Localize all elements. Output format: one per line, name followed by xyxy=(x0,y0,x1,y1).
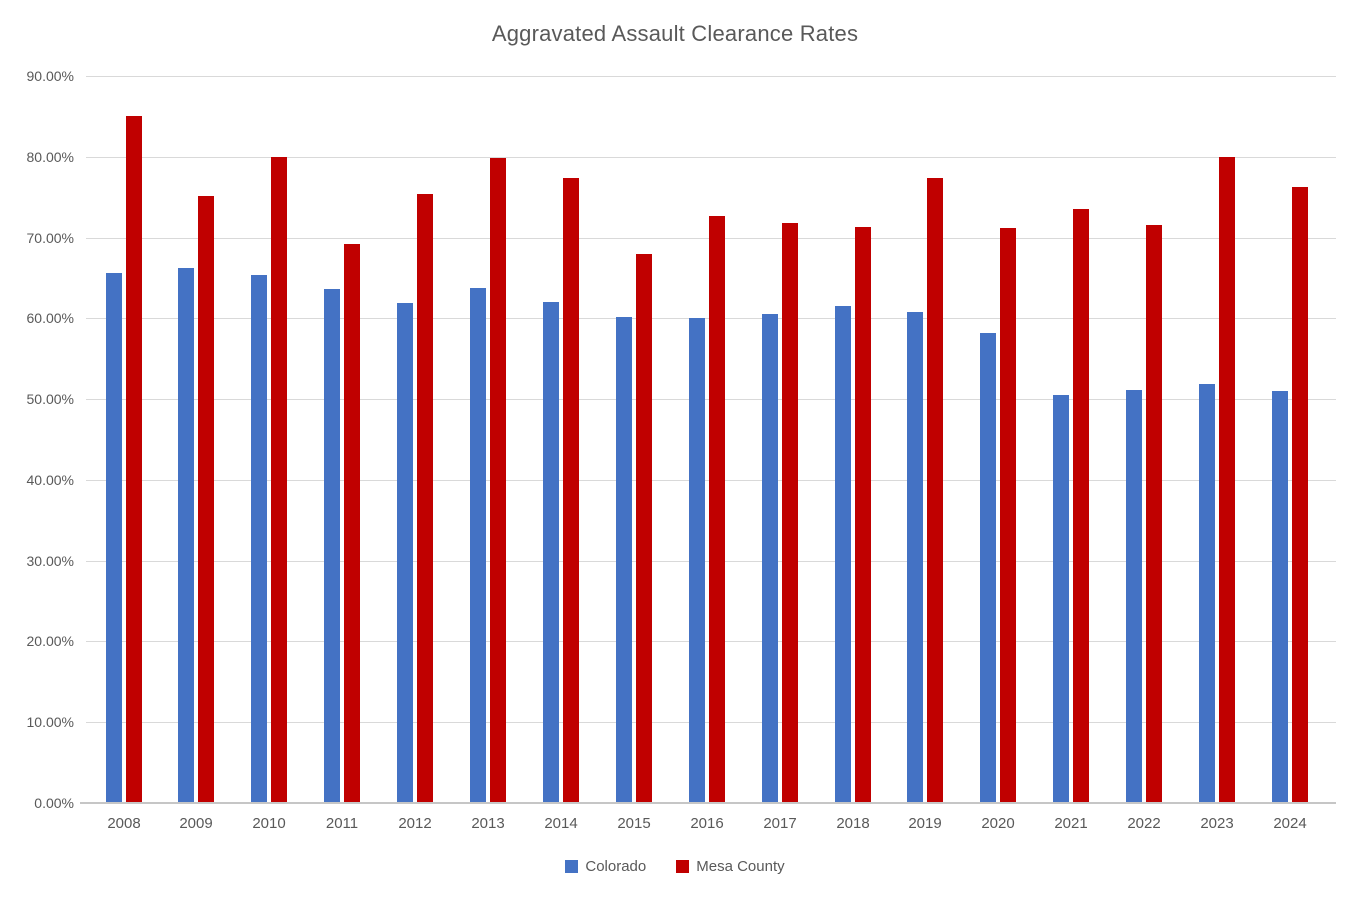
bar-mesa-county-2023 xyxy=(1219,157,1235,803)
bar-colorado-2023 xyxy=(1199,384,1215,803)
x-tick-label-2014: 2014 xyxy=(544,815,578,832)
bar-colorado-2016 xyxy=(689,318,705,803)
bar-mesa-county-2020 xyxy=(1000,228,1016,803)
legend-swatch-colorado xyxy=(565,860,579,873)
bar-mesa-county-2022 xyxy=(1146,225,1162,803)
x-tick-label-2018: 2018 xyxy=(836,815,870,832)
bar-mesa-county-2024 xyxy=(1292,187,1308,803)
y-tick-label: 60.00% xyxy=(26,310,74,326)
legend: Colorado Mesa County xyxy=(0,858,1350,875)
bar-colorado-2022 xyxy=(1126,390,1142,803)
bar-mesa-county-2012 xyxy=(417,194,433,803)
bar-colorado-2008 xyxy=(106,273,122,803)
x-tick-label-2024: 2024 xyxy=(1273,815,1307,832)
x-tick-label-2023: 2023 xyxy=(1200,815,1234,832)
bar-mesa-county-2018 xyxy=(855,227,871,803)
legend-item-mesa-county: Mesa County xyxy=(676,858,785,875)
bar-mesa-county-2017 xyxy=(782,223,798,803)
x-tick-label-2017: 2017 xyxy=(763,815,797,832)
bar-mesa-county-2009 xyxy=(198,196,214,803)
x-tick-label-2013: 2013 xyxy=(471,815,505,832)
bar-mesa-county-2008 xyxy=(126,116,142,803)
bar-mesa-county-2019 xyxy=(927,178,943,803)
legend-item-colorado: Colorado xyxy=(565,858,646,875)
x-tick-label-2021: 2021 xyxy=(1054,815,1088,832)
bar-mesa-county-2014 xyxy=(563,178,579,803)
x-tick-label-2020: 2020 xyxy=(981,815,1015,832)
legend-label-mesa-county: Mesa County xyxy=(696,858,785,875)
x-tick-label-2009: 2009 xyxy=(179,815,213,832)
x-axis-line xyxy=(80,802,1336,804)
y-tick-label: 30.00% xyxy=(26,553,74,569)
bar-mesa-county-2010 xyxy=(271,157,287,803)
legend-label-colorado: Colorado xyxy=(585,858,647,875)
x-tick-label-2019: 2019 xyxy=(908,815,942,832)
bar-colorado-2018 xyxy=(835,306,851,803)
bar-mesa-county-2013 xyxy=(490,158,506,803)
y-tick-label: 80.00% xyxy=(26,149,74,165)
bar-mesa-county-2021 xyxy=(1073,209,1089,803)
y-tick-label: 40.00% xyxy=(26,472,74,488)
x-tick-label-2022: 2022 xyxy=(1127,815,1161,832)
x-tick-label-2012: 2012 xyxy=(398,815,432,832)
y-tick-label: 20.00% xyxy=(26,633,74,649)
bar-mesa-county-2011 xyxy=(344,244,360,803)
x-tick-label-2016: 2016 xyxy=(690,815,724,832)
y-tick-label: 50.00% xyxy=(26,391,74,407)
bar-colorado-2012 xyxy=(397,303,413,803)
y-tick-label: 90.00% xyxy=(26,68,74,84)
bar-colorado-2009 xyxy=(178,268,194,803)
gridline xyxy=(86,157,1336,158)
bar-colorado-2020 xyxy=(980,333,996,803)
y-tick-label: 10.00% xyxy=(26,714,74,730)
x-tick-label-2008: 2008 xyxy=(107,815,141,832)
y-tick-label: 70.00% xyxy=(26,230,74,246)
legend-swatch-mesa-county xyxy=(676,860,690,873)
bar-mesa-county-2015 xyxy=(636,254,652,803)
bar-colorado-2013 xyxy=(470,288,486,803)
bar-colorado-2010 xyxy=(251,275,267,803)
x-tick-label-2011: 2011 xyxy=(325,815,359,832)
bar-colorado-2011 xyxy=(324,289,340,803)
bar-colorado-2019 xyxy=(907,312,923,803)
x-tick-label-2015: 2015 xyxy=(617,815,651,832)
gridline xyxy=(86,76,1336,77)
chart-title: Aggravated Assault Clearance Rates xyxy=(491,21,859,46)
bar-colorado-2015 xyxy=(616,317,632,803)
bar-colorado-2021 xyxy=(1053,395,1069,803)
bar-colorado-2017 xyxy=(762,314,778,803)
y-tick-label: 0.00% xyxy=(34,795,74,811)
bar-mesa-county-2016 xyxy=(709,216,725,803)
x-tick-label-2010: 2010 xyxy=(252,815,286,832)
bar-colorado-2014 xyxy=(543,302,559,803)
bar-colorado-2024 xyxy=(1272,391,1288,803)
